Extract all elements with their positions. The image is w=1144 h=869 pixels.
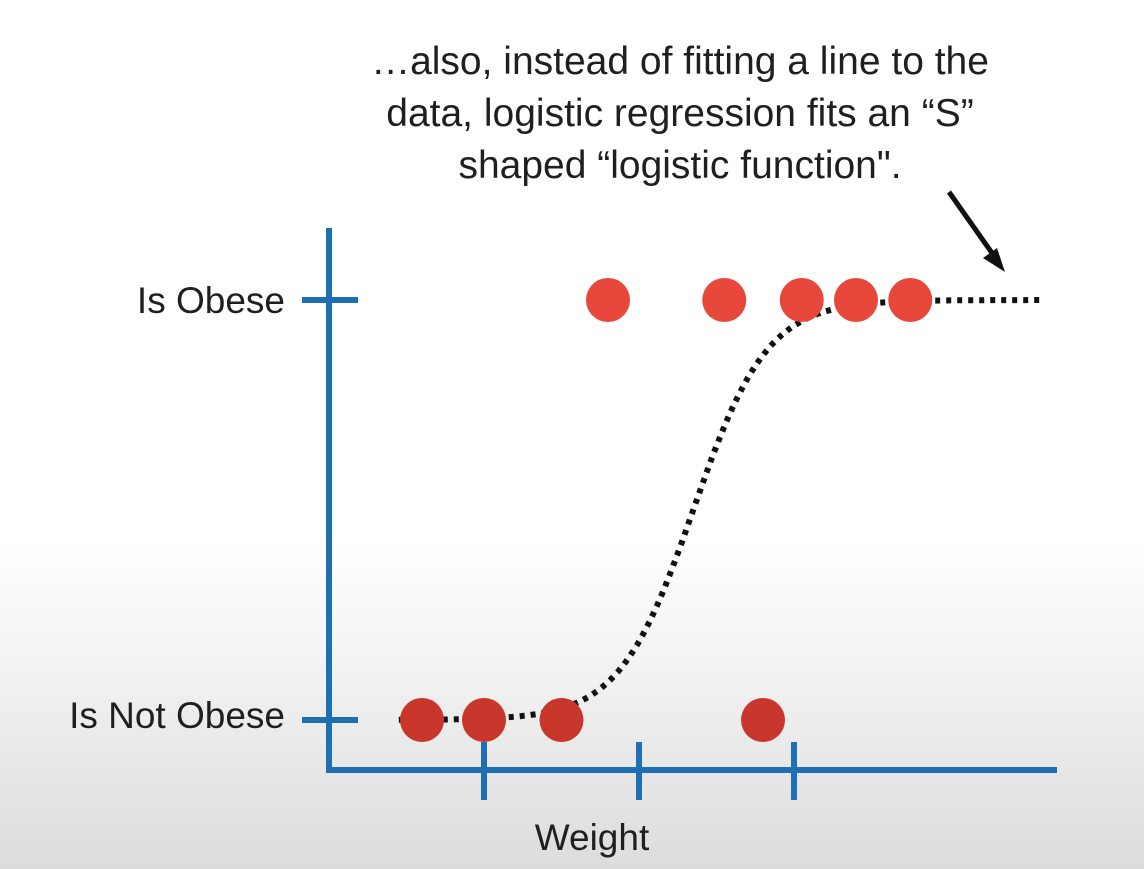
caption-text: …also, instead of fitting a line to the … [280, 36, 1080, 192]
y-label-is-not-obese: Is Not Obese [69, 695, 285, 736]
data-point-1 [400, 698, 444, 742]
chart-axes [302, 228, 1057, 773]
data-point-2 [462, 698, 506, 742]
caption-line-1: …also, instead of fitting a line to the [371, 40, 989, 83]
x-ticks [481, 742, 797, 800]
data-point-4 [741, 698, 785, 742]
y-label-is-obese: Is Obese [137, 280, 285, 321]
data-point-5 [586, 278, 630, 322]
data-points [400, 278, 933, 742]
data-point-6 [702, 278, 747, 322]
caption-line-3: shaped “logistic function". [458, 144, 902, 187]
caption-line-2: data, logistic regression fits an “S” [386, 92, 974, 135]
data-point-3 [539, 698, 584, 742]
data-point-7 [779, 278, 824, 322]
data-point-9 [888, 278, 933, 322]
annotation-arrow-icon [946, 190, 1005, 272]
logistic-curve [398, 297, 1042, 723]
x-axis-label: Weight [535, 817, 650, 858]
data-point-8 [834, 278, 878, 322]
